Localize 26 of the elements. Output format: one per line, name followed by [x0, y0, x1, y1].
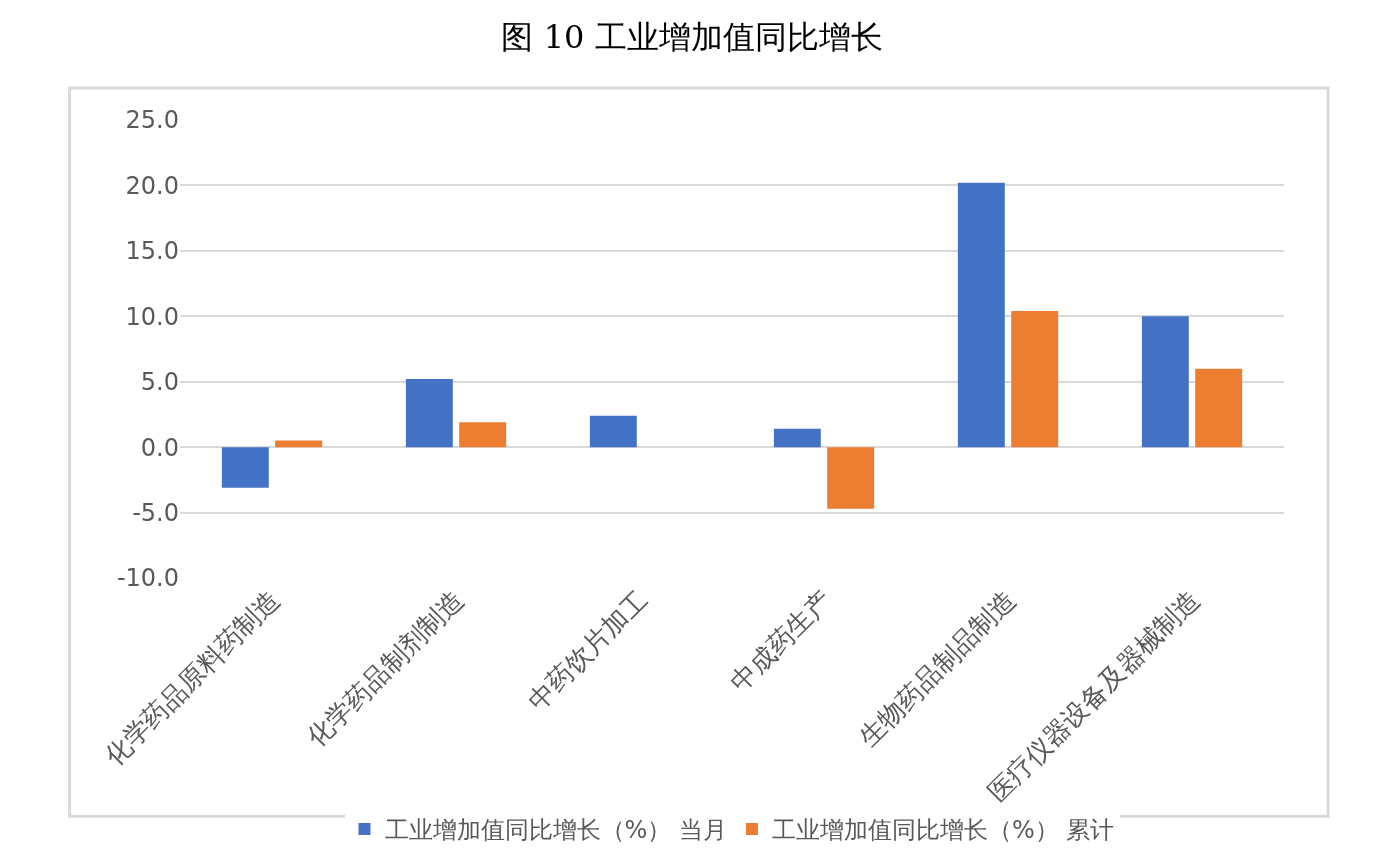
- y-tick-label: 15.0: [125, 237, 179, 266]
- y-tick-label: 0.0: [140, 433, 179, 462]
- bar: [405, 379, 453, 448]
- bar: [773, 428, 821, 448]
- x-tick-label: 化学药品制剂制造: [301, 584, 470, 753]
- x-tick-label: 中成药生产: [724, 584, 838, 698]
- bar: [1011, 311, 1059, 448]
- bar: [275, 440, 323, 448]
- legend-label: 工业增加值同比增长（%） 当月: [384, 816, 727, 845]
- y-tick-label: -10.0: [116, 564, 179, 593]
- bar: [221, 447, 269, 488]
- bar: [1141, 316, 1189, 448]
- x-tick-label: 中药饮片加工: [521, 584, 654, 716]
- legend-label: 工业增加值同比增长（%） 累计: [771, 816, 1115, 845]
- y-tick-label: 25.0: [125, 106, 179, 135]
- bar: [459, 422, 507, 448]
- y-tick-label: 10.0: [125, 302, 179, 331]
- y-tick-label: -5.0: [132, 498, 179, 527]
- bar: [589, 415, 637, 448]
- chart-title: 图 10 工业增加值同比增长: [501, 18, 883, 57]
- bar: [827, 447, 875, 509]
- bar: [1195, 368, 1243, 448]
- y-tick-label: 5.0: [140, 368, 179, 397]
- y-tick-label: 20.0: [125, 171, 179, 200]
- x-tick-label: 生物药品制品制造: [853, 584, 1022, 753]
- bar: [957, 182, 1005, 448]
